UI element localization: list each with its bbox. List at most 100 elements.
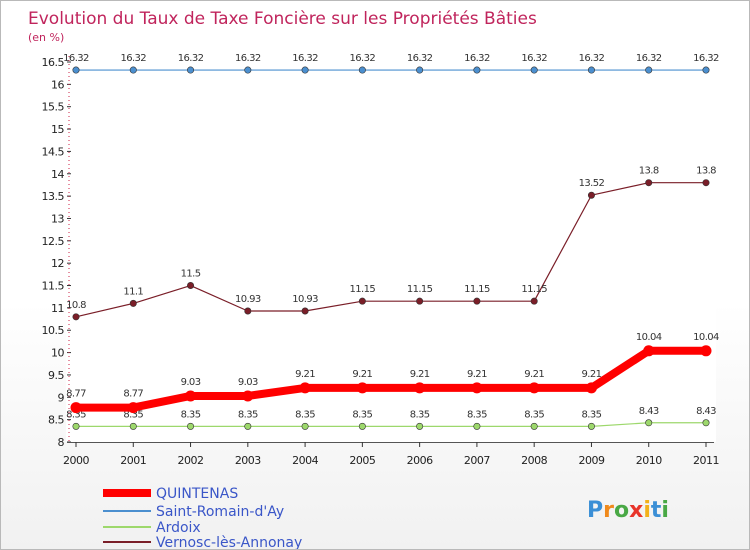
data-point <box>187 282 195 290</box>
series-line <box>75 182 707 318</box>
logo-letter: o <box>614 498 629 523</box>
y-tick-label: 11.5 <box>42 280 65 293</box>
data-label: 10.93 <box>292 294 318 305</box>
data-point <box>473 66 481 74</box>
data-point <box>301 66 309 74</box>
logo-text: Proxiti <box>587 498 669 523</box>
y-tick-label: 9.5 <box>48 369 64 382</box>
data-point <box>129 422 137 430</box>
data-point <box>530 66 538 74</box>
data-label: 13.52 <box>579 178 605 189</box>
data-point <box>358 66 366 74</box>
data-point <box>244 422 252 430</box>
x-tick-label: 2004 <box>292 454 318 467</box>
data-label: 8.77 <box>66 389 86 400</box>
data-point <box>244 307 252 315</box>
data-label: 16.32 <box>693 53 719 64</box>
data-label: 10.04 <box>636 332 662 343</box>
data-label: 9.03 <box>181 377 201 388</box>
data-label: 9.21 <box>524 369 544 380</box>
data-label: 11.15 <box>521 284 547 295</box>
data-label: 13.8 <box>639 166 659 177</box>
legend-label: QUINTENAS <box>156 486 238 502</box>
data-point <box>473 297 481 305</box>
x-axis: 2000 2001 2002 2003 2004 2005 2006 2007 2008 2009… <box>63 442 720 467</box>
x-tick-label: 2008 <box>521 454 547 467</box>
data-point <box>358 422 366 430</box>
logo-letter: r <box>603 498 614 523</box>
data-point <box>645 179 653 187</box>
data-point <box>127 402 139 414</box>
data-label: 8.35 <box>181 409 201 420</box>
data-point <box>185 390 197 402</box>
y-tick-label: 13.5 <box>42 190 65 203</box>
data-label: 16.32 <box>407 53 433 64</box>
y-tick-label: 12.5 <box>42 235 65 248</box>
data-label: 9.21 <box>352 369 372 380</box>
data-point <box>301 307 309 315</box>
data-label: 16.32 <box>120 53 146 64</box>
data-point <box>129 66 137 74</box>
x-tick-label: 2007 <box>464 454 490 467</box>
y-tick-label: 12 <box>51 257 64 270</box>
data-label: 8.35 <box>238 409 258 420</box>
data-point <box>528 382 540 394</box>
legend-item: Ardoix <box>103 520 201 536</box>
data-label: 16.32 <box>350 53 376 64</box>
data-label: 8.35 <box>352 409 372 420</box>
data-label: 9.21 <box>410 369 430 380</box>
data-point <box>72 422 80 430</box>
legend-label: Vernosc-lès-Annonay <box>156 535 302 549</box>
data-point <box>645 66 653 74</box>
data-point <box>72 66 80 74</box>
y-tick-label: 8.5 <box>48 414 64 427</box>
data-label: 16.32 <box>579 53 605 64</box>
data-label: 11.15 <box>350 284 376 295</box>
logo-letter: P <box>587 498 603 523</box>
data-point <box>187 66 195 74</box>
logo-letter: x <box>629 498 643 523</box>
data-point <box>187 422 195 430</box>
y-tick-label: 15.5 <box>42 101 65 114</box>
x-tick-label: 2002 <box>178 454 204 467</box>
y-tick-label: 9 <box>58 391 65 404</box>
data-label: 16.32 <box>63 53 89 64</box>
data-point <box>587 191 595 199</box>
data-label: 11.15 <box>464 284 490 295</box>
data-label: 8.35 <box>524 409 544 420</box>
data-label: 10.04 <box>693 332 719 343</box>
proxiti-logo: Proxiti <box>587 498 669 523</box>
data-point <box>358 297 366 305</box>
data-point <box>645 419 653 427</box>
data-label: 16.32 <box>235 53 261 64</box>
data-point <box>702 66 710 74</box>
data-point <box>702 179 710 187</box>
legend-label: Ardoix <box>156 520 201 536</box>
data-label: 8.35 <box>66 409 86 420</box>
y-tick-label: 16 <box>51 78 64 91</box>
data-point <box>416 297 424 305</box>
data-label: 9.03 <box>238 377 258 388</box>
data-label: 11.1 <box>123 286 143 297</box>
data-point <box>301 422 309 430</box>
data-label: 11.15 <box>407 284 433 295</box>
series-ardoix: 8.35 8.35 8.35 8.35 8.35 8.35 8.35 8.35 8.35 8.35… <box>66 406 717 430</box>
data-point <box>299 382 311 394</box>
data-point <box>356 382 368 394</box>
data-label: 11.5 <box>181 269 201 280</box>
data-label: 10.8 <box>66 300 86 311</box>
data-point <box>702 419 710 427</box>
y-axis: 8 8.5 9 9.5 10 10.5 11 11.5 12 12.5 13 13.5 14 14.5 15… <box>42 56 71 449</box>
series-line <box>75 422 707 427</box>
y-tick-label: 14 <box>51 168 64 181</box>
data-point <box>471 382 483 394</box>
x-tick-label: 2001 <box>120 454 146 467</box>
data-label: 16.32 <box>292 53 318 64</box>
data-point <box>700 345 712 357</box>
data-label: 8.35 <box>467 409 487 420</box>
data-point <box>72 313 80 321</box>
data-label: 16.32 <box>521 53 547 64</box>
data-label: 8.35 <box>123 409 143 420</box>
